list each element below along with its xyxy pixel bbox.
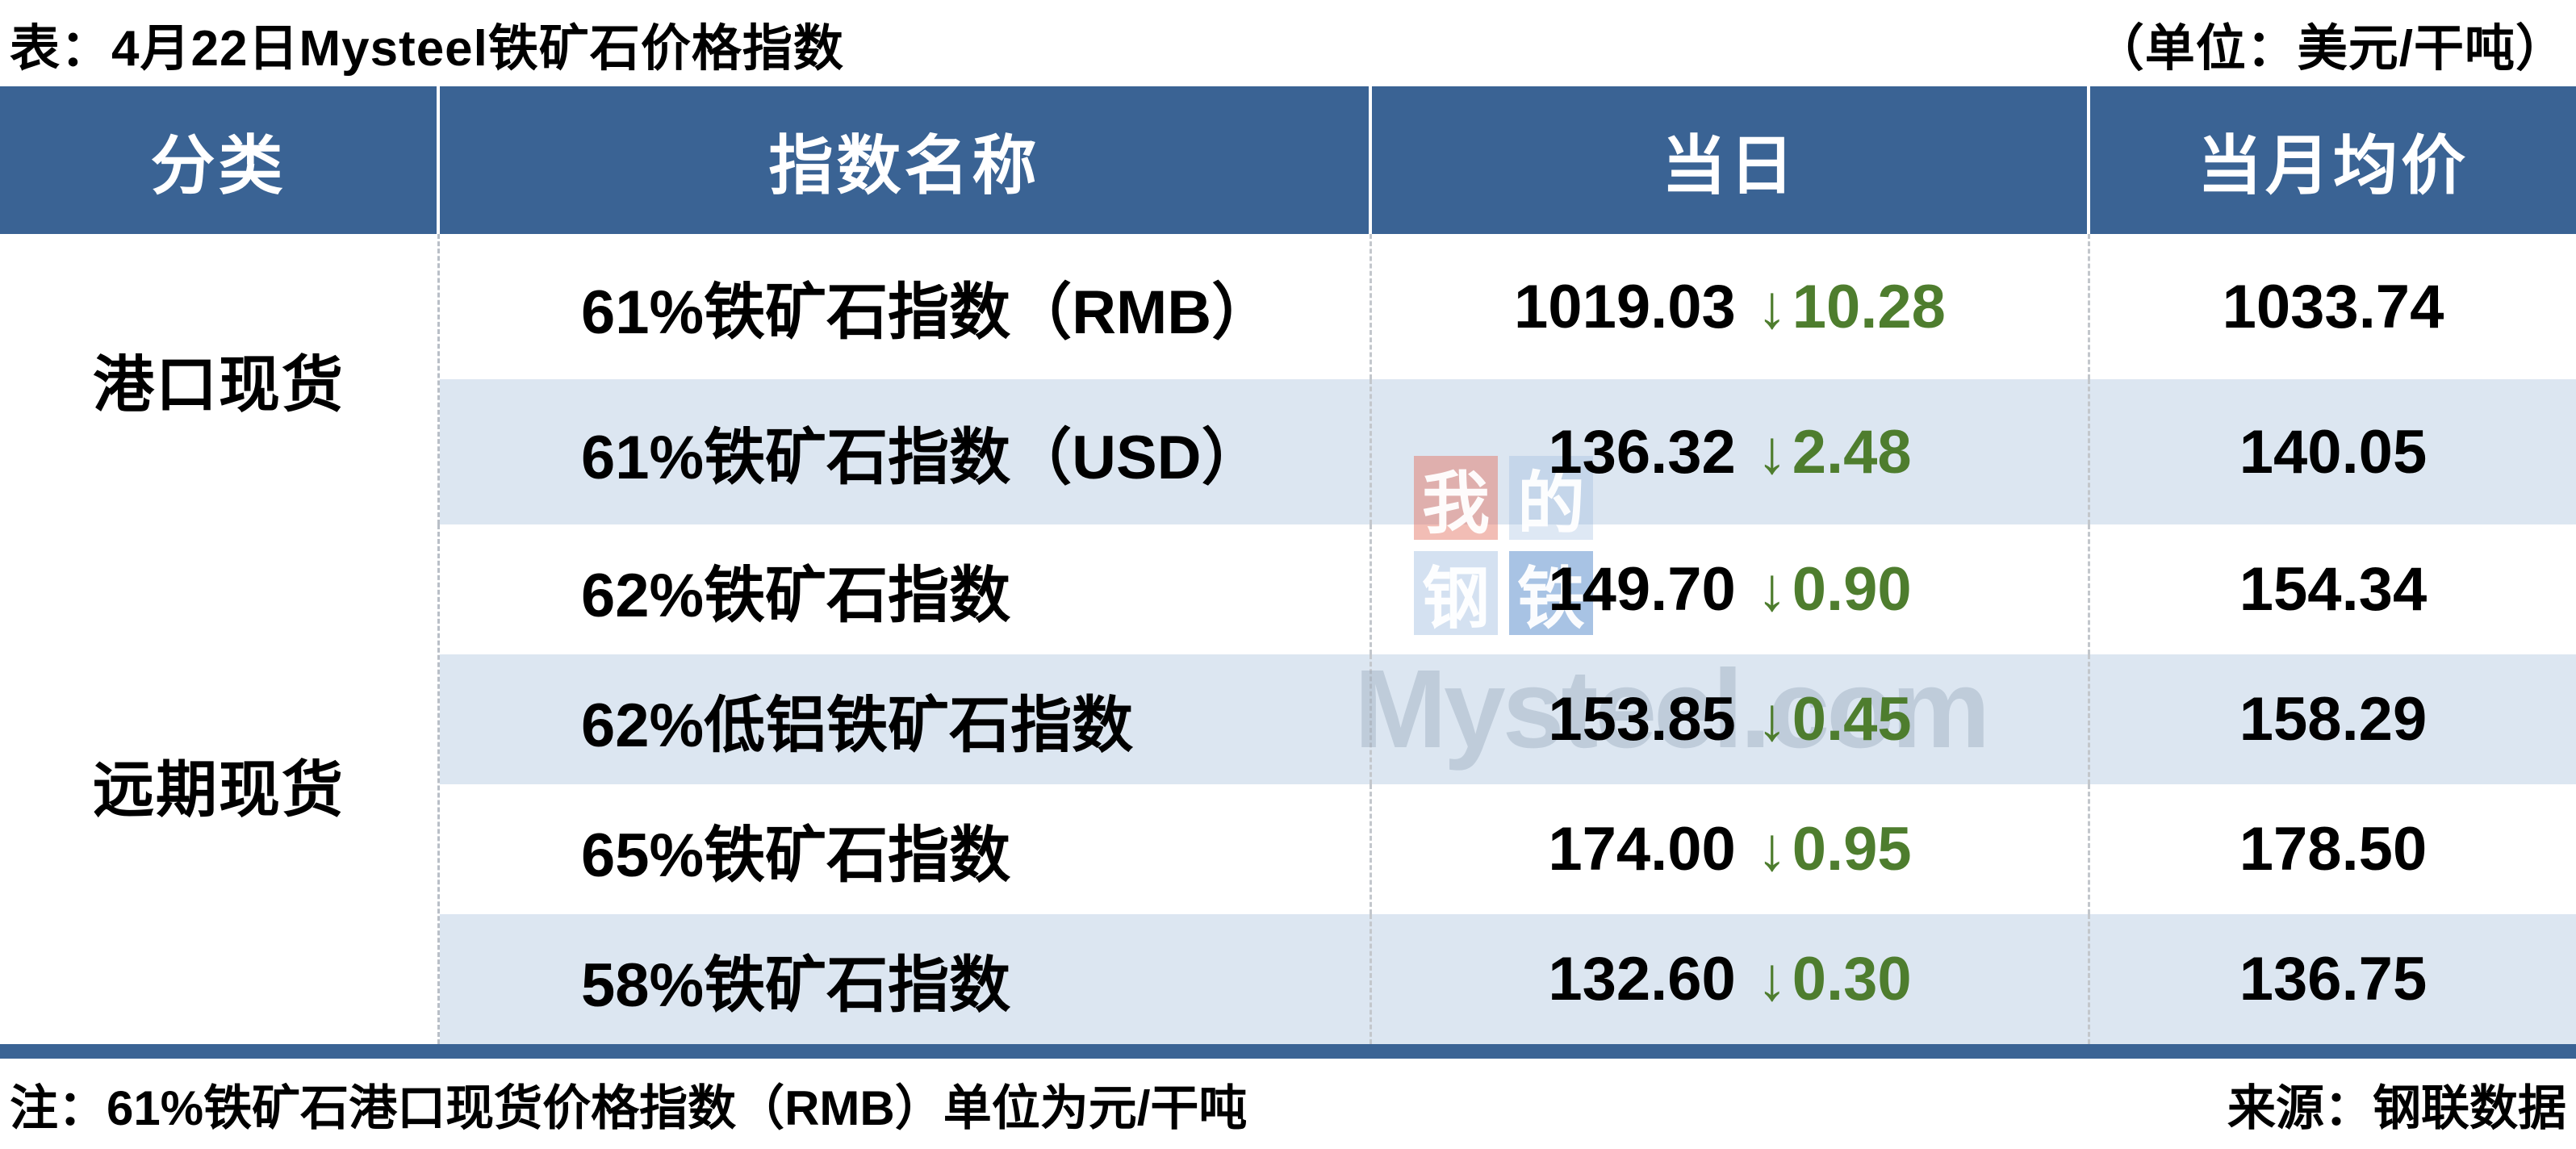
index-name-cell: 58%铁矿石指数 bbox=[440, 914, 1372, 1044]
month-avg-value: 158.29 bbox=[2239, 685, 2428, 754]
header-cell-month-avg: 当月均价 bbox=[2090, 86, 2576, 234]
index-name: 58%铁矿石指数 bbox=[581, 951, 1011, 1020]
change-value: 0.30 bbox=[1792, 945, 1912, 1013]
header-label-category: 分类 bbox=[150, 129, 286, 202]
month-avg-value: 178.50 bbox=[2239, 815, 2428, 884]
month-avg-value: 154.34 bbox=[2239, 555, 2428, 624]
header-label-month-avg: 当月均价 bbox=[2198, 129, 2469, 202]
index-name-cell: 61%铁矿石指数（RMB） bbox=[440, 234, 1372, 379]
month-avg-value: 1033.74 bbox=[2222, 272, 2444, 341]
today-cell: 1019.03 ↓ 10.28 bbox=[1372, 234, 2090, 379]
index-name: 62%低铝铁矿石指数 bbox=[581, 691, 1134, 760]
table-header-row: 分类 指数名称 当日 当月均价 bbox=[0, 86, 2576, 234]
index-name: 61%铁矿石指数（USD） bbox=[581, 424, 1263, 492]
category-label: 港口现货 bbox=[93, 351, 345, 420]
month-avg-value: 140.05 bbox=[2239, 417, 2428, 487]
header-cell-today: 当日 bbox=[1372, 86, 2090, 234]
today-value: 136.32 bbox=[1548, 417, 1736, 487]
change-value: 2.48 bbox=[1792, 417, 1912, 487]
bottom-bar bbox=[0, 1044, 2576, 1059]
category-label: 远期现货 bbox=[93, 756, 345, 825]
down-arrow-icon: ↓ bbox=[1756, 555, 1788, 624]
down-arrow-icon: ↓ bbox=[1756, 945, 1788, 1013]
month-avg-cell: 178.50 bbox=[2090, 784, 2576, 914]
index-name-cell: 62%铁矿石指数 bbox=[440, 524, 1372, 654]
down-arrow-icon: ↓ bbox=[1756, 685, 1788, 754]
today-value: 174.00 bbox=[1548, 815, 1736, 884]
watermark-square: 的 bbox=[1509, 456, 1593, 541]
today-value: 149.70 bbox=[1548, 555, 1736, 624]
down-arrow-icon: ↓ bbox=[1756, 272, 1788, 341]
month-avg-cell: 1033.74 bbox=[2090, 234, 2576, 379]
today-cell: 153.85 ↓ 0.45 bbox=[1372, 654, 2090, 784]
watermark-logo: 我 的 钢 铁 bbox=[1414, 456, 1593, 637]
header-label-index-name: 指数名称 bbox=[768, 129, 1040, 202]
today-value: 132.60 bbox=[1548, 945, 1736, 1013]
change-value: 0.45 bbox=[1792, 685, 1912, 754]
unit-label: （单位：美元/干吨） bbox=[2093, 20, 2566, 77]
watermark: 我 的 钢 铁 bbox=[1414, 456, 1593, 637]
today-value: 1019.03 bbox=[1514, 272, 1736, 341]
today-cell: 132.60 ↓ 0.30 bbox=[1372, 914, 2090, 1044]
month-avg-cell: 154.34 bbox=[2090, 524, 2576, 654]
table-title: 表：4月22日Mysteel铁矿石价格指数 bbox=[10, 20, 844, 77]
today-value: 153.85 bbox=[1548, 685, 1736, 754]
footer-bar: 注：61%铁矿石港口现货价格指数（RMB）单位为元/干吨 来源：钢联数据 bbox=[0, 1059, 2576, 1149]
table-body: 港口现货 61%铁矿石指数（RMB） 1019.03 ↓ 10.28 1033.74 61%… bbox=[0, 234, 2576, 1044]
index-name: 65%铁矿石指数 bbox=[581, 821, 1011, 890]
header-cell-index-name: 指数名称 bbox=[440, 86, 1372, 234]
source-label: 来源：钢联数据 bbox=[2227, 1080, 2566, 1135]
index-name: 62%铁矿石指数 bbox=[581, 561, 1011, 630]
change-value: 0.95 bbox=[1792, 815, 1912, 884]
watermark-square: 铁 bbox=[1509, 551, 1593, 637]
down-arrow-icon: ↓ bbox=[1756, 815, 1788, 884]
index-name: 61%铁矿石指数（RMB） bbox=[581, 278, 1273, 347]
today-cell: 174.00 ↓ 0.95 bbox=[1372, 784, 2090, 914]
footnote: 注：61%铁矿石港口现货价格指数（RMB）单位为元/干吨 bbox=[10, 1080, 1248, 1135]
change-value: 0.90 bbox=[1792, 555, 1912, 624]
header-label-today: 当日 bbox=[1662, 129, 1797, 202]
index-name-cell: 65%铁矿石指数 bbox=[440, 784, 1372, 914]
category-cell: 港口现货 bbox=[0, 234, 440, 524]
header-cell-category: 分类 bbox=[0, 86, 440, 234]
index-name-cell: 62%低铝铁矿石指数 bbox=[440, 654, 1372, 784]
month-avg-cell: 140.05 bbox=[2090, 379, 2576, 524]
change-value: 10.28 bbox=[1792, 272, 1946, 341]
category-cell: 远期现货 bbox=[0, 524, 440, 1044]
month-avg-value: 136.75 bbox=[2239, 945, 2428, 1013]
index-name-cell: 61%铁矿石指数（USD） bbox=[440, 379, 1372, 524]
watermark-square: 我 bbox=[1414, 456, 1498, 541]
title-bar: 表：4月22日Mysteel铁矿石价格指数 （单位：美元/干吨） bbox=[0, 0, 2576, 86]
down-arrow-icon: ↓ bbox=[1756, 417, 1788, 487]
today-cell: 149.70 ↓ 0.90 bbox=[1372, 524, 2090, 654]
watermark-text: Mysteel.com bbox=[1354, 647, 1990, 771]
watermark-square: 钢 bbox=[1414, 551, 1498, 637]
today-cell: 136.32 ↓ 2.48 bbox=[1372, 379, 2090, 524]
month-avg-cell: 158.29 bbox=[2090, 654, 2576, 784]
month-avg-cell: 136.75 bbox=[2090, 914, 2576, 1044]
